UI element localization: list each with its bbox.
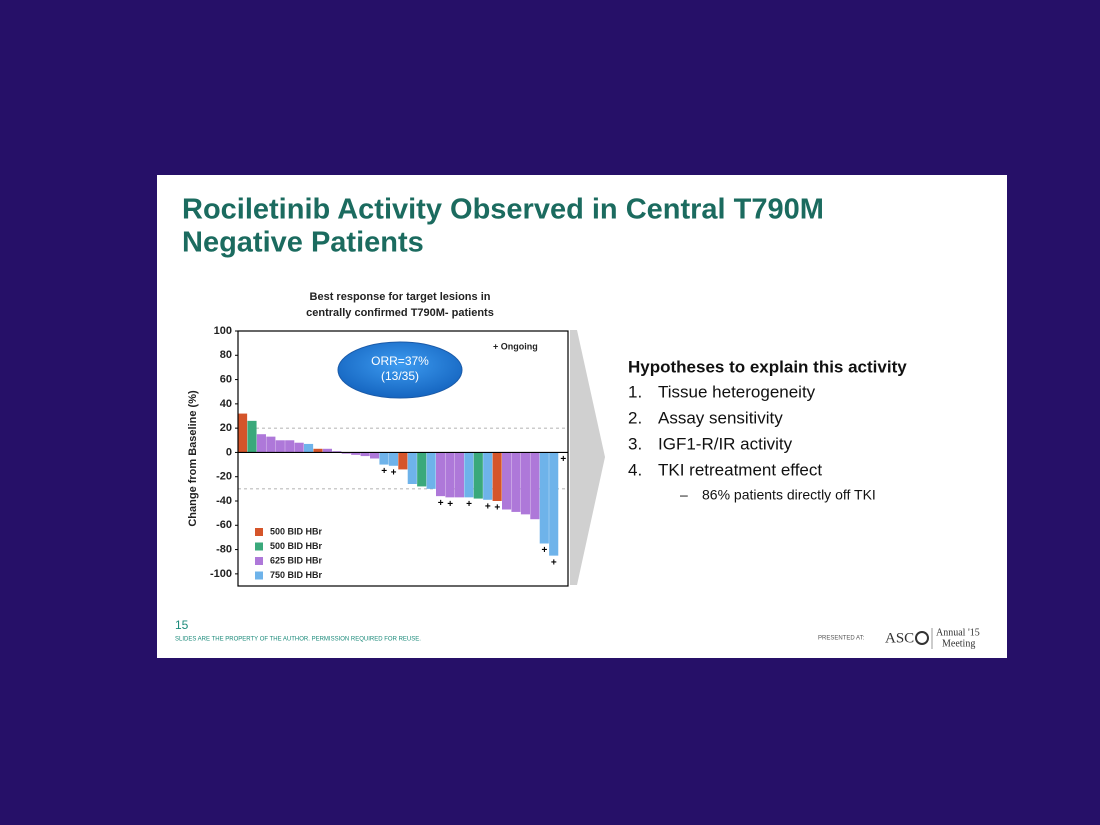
ongoing-marker: + bbox=[560, 454, 566, 465]
bar bbox=[454, 452, 464, 498]
legend-swatch bbox=[255, 557, 263, 565]
bar bbox=[322, 448, 332, 453]
item-number: 4. bbox=[628, 460, 642, 479]
y-axis-label: Change from Baseline (%) bbox=[187, 390, 199, 527]
orr-text: ORR=37% bbox=[371, 354, 429, 368]
y-tick-label: 0 bbox=[226, 446, 232, 458]
item-text: Tissue heterogeneity bbox=[658, 382, 816, 401]
bar bbox=[256, 434, 266, 453]
bar bbox=[388, 452, 398, 466]
ongoing-marker: + bbox=[485, 501, 491, 512]
bar bbox=[360, 452, 370, 457]
bar bbox=[275, 440, 285, 453]
bar bbox=[351, 452, 361, 455]
logo-text: Meeting bbox=[942, 638, 975, 649]
ongoing-marker: + bbox=[447, 499, 453, 510]
hypotheses-heading: Hypotheses to explain this activity bbox=[628, 357, 907, 376]
legend-swatch bbox=[255, 542, 263, 551]
ongoing-marker: + bbox=[391, 467, 397, 478]
bar bbox=[407, 452, 417, 484]
item-text: TKI retreatment effect bbox=[658, 460, 822, 479]
orr-badge bbox=[337, 341, 463, 399]
y-tick-label: 100 bbox=[214, 325, 232, 337]
slide-canvas: Rociletinib Activity Observed in Central… bbox=[175, 194, 980, 650]
bar bbox=[294, 442, 304, 453]
y-tick-label: -60 bbox=[216, 519, 232, 531]
plot-frame bbox=[237, 330, 569, 587]
legend-label: 500 BID HBr bbox=[270, 541, 323, 551]
item-text: IGF1-R/IR activity bbox=[658, 434, 793, 453]
slide-title: Rociletinib Activity Observed in Central… bbox=[182, 194, 824, 226]
bar bbox=[436, 452, 446, 497]
slide-title: Negative Patients bbox=[182, 227, 424, 259]
bar bbox=[379, 452, 389, 465]
y-tick-label: 40 bbox=[220, 398, 232, 410]
logo: ASC bbox=[885, 630, 914, 646]
bar bbox=[520, 452, 530, 515]
chart-title: Best response for target lesions in bbox=[310, 291, 491, 303]
ongoing-marker: + bbox=[438, 498, 444, 509]
bar bbox=[549, 452, 559, 556]
footer: SLIDES ARE THE PROPERTY OF THE AUTHOR. P… bbox=[175, 637, 421, 643]
logo-text: Annual '15 bbox=[936, 627, 980, 638]
y-tick-label: 80 bbox=[220, 349, 232, 361]
slide: Rociletinib Activity Observed in Central… bbox=[157, 175, 1007, 658]
bar bbox=[473, 452, 483, 499]
bar bbox=[530, 452, 540, 520]
ongoing-marker: + bbox=[551, 557, 557, 568]
bar bbox=[464, 452, 474, 498]
y-tick-label: 20 bbox=[220, 422, 232, 434]
bar bbox=[398, 452, 408, 470]
chart-title: centrally confirmed T790M- patients bbox=[306, 307, 494, 319]
sub-item: 86% patients directly off TKI bbox=[702, 487, 876, 503]
presented-at: PRESENTED AT: bbox=[818, 636, 865, 642]
y-tick-label: -80 bbox=[216, 543, 232, 555]
sub-bullet: – bbox=[680, 487, 688, 503]
bar bbox=[370, 452, 380, 459]
item-number: 2. bbox=[628, 408, 642, 427]
y-tick-label: -20 bbox=[216, 471, 232, 483]
ongoing-marker: + bbox=[542, 545, 548, 556]
legend-label: 750 BID HBr bbox=[270, 570, 323, 580]
bar bbox=[341, 452, 351, 454]
bar bbox=[502, 452, 512, 510]
legend-swatch bbox=[255, 528, 263, 536]
bar bbox=[313, 448, 323, 453]
bar bbox=[417, 452, 427, 487]
ongoing-legend: + Ongoing bbox=[493, 341, 538, 351]
ongoing-marker: + bbox=[381, 466, 387, 477]
bar bbox=[445, 452, 455, 498]
legend-label: 625 BID HBr bbox=[270, 555, 323, 565]
item-number: 1. bbox=[628, 382, 642, 401]
bar bbox=[492, 452, 502, 501]
item-text: Assay sensitivity bbox=[658, 408, 783, 427]
bar bbox=[285, 440, 295, 453]
y-tick-label: -40 bbox=[216, 495, 232, 507]
bar bbox=[304, 443, 314, 453]
y-tick-label: -100 bbox=[210, 568, 232, 580]
logo-mark bbox=[915, 631, 929, 645]
arrow-shape bbox=[570, 330, 605, 585]
bar bbox=[247, 420, 257, 453]
bar bbox=[426, 452, 436, 489]
ongoing-marker: + bbox=[466, 499, 472, 510]
bar bbox=[511, 452, 521, 512]
ongoing-marker: + bbox=[494, 503, 500, 514]
bar bbox=[238, 413, 248, 453]
orr-text: (13/35) bbox=[381, 369, 419, 383]
bar bbox=[483, 452, 493, 500]
item-number: 3. bbox=[628, 434, 642, 453]
page-number: 15 bbox=[175, 618, 189, 632]
legend-swatch bbox=[255, 571, 263, 580]
bar bbox=[266, 436, 276, 453]
bar bbox=[539, 452, 549, 544]
legend-label: 500 BID HBr bbox=[270, 526, 323, 536]
bar bbox=[332, 451, 342, 453]
y-tick-label: 60 bbox=[220, 373, 232, 385]
